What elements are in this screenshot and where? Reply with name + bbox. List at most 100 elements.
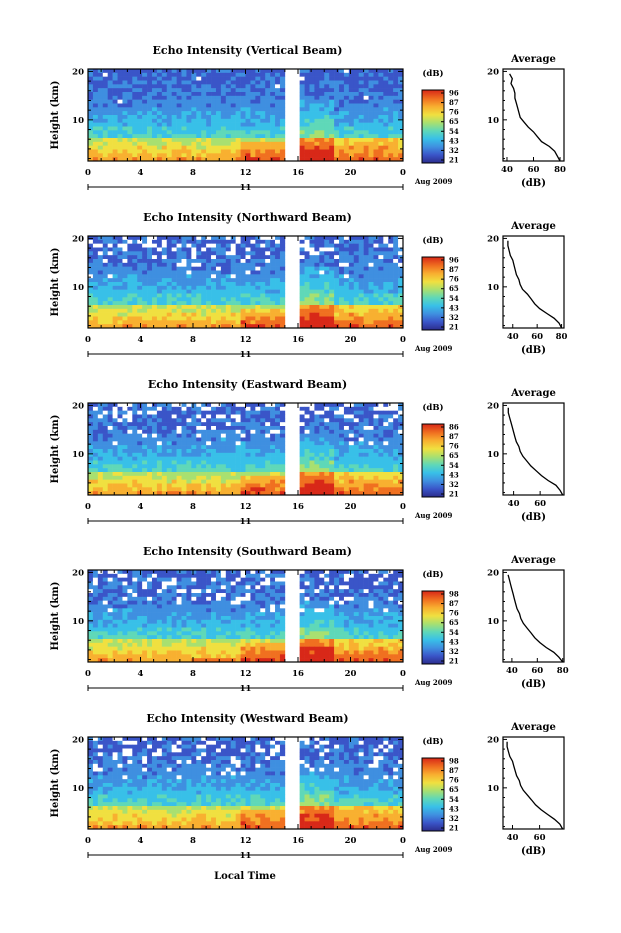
heatmap-cell <box>354 570 359 574</box>
heatmap-cell <box>201 138 206 142</box>
heatmap-cell <box>329 259 334 263</box>
heatmap-cell <box>103 88 108 92</box>
heatmap-cell <box>334 426 339 430</box>
heatmap-cell <box>147 468 152 472</box>
heatmap-cell <box>127 81 132 85</box>
heatmap-cell <box>167 457 172 461</box>
heatmap-cell <box>157 146 162 150</box>
heatmap-cell <box>324 84 329 88</box>
heatmap-cell <box>378 297 383 301</box>
heatmap-cell <box>118 104 123 108</box>
heatmap-cell <box>344 88 349 92</box>
heatmap-cell <box>142 146 147 150</box>
heatmap-cell <box>383 138 388 142</box>
heatmap-cell <box>108 96 113 100</box>
heatmap-cell <box>329 294 334 298</box>
heatmap-cell <box>118 271 123 275</box>
heatmap-cell <box>172 240 177 244</box>
heatmap-cell <box>388 251 393 255</box>
heatmap-cell <box>191 438 196 442</box>
heatmap-cell <box>221 123 226 127</box>
heatmap-cell <box>324 407 329 411</box>
heatmap-cell <box>388 88 393 92</box>
heatmap-cell <box>241 77 246 81</box>
colorbar-tick-label: 65 <box>449 284 459 293</box>
heatmap-cell <box>98 92 103 96</box>
heatmap-cell <box>182 411 187 415</box>
heatmap-cell <box>305 461 310 465</box>
heatmap-cell <box>206 104 211 108</box>
heatmap-cell <box>393 282 398 286</box>
heatmap-cell <box>147 578 152 582</box>
heatmap-cell <box>378 411 383 415</box>
heatmap-cell <box>103 422 108 426</box>
heatmap-cell <box>265 430 270 434</box>
heatmap-cell <box>147 127 152 131</box>
heatmap-cell <box>157 84 162 88</box>
heatmap-cell <box>113 92 118 96</box>
heatmap-cell <box>221 487 226 491</box>
heatmap-cell <box>300 317 305 321</box>
heatmap-cell <box>250 464 255 468</box>
heatmap-cell <box>88 251 93 255</box>
heatmap-cell <box>216 422 221 426</box>
heatmap-cell <box>250 582 255 586</box>
heatmap-cell <box>132 244 137 248</box>
heatmap-cell <box>108 309 113 313</box>
heatmap-cell <box>260 92 265 96</box>
heatmap-cell <box>344 138 349 142</box>
heatmap-cell <box>201 487 206 491</box>
heatmap-cell <box>314 484 319 488</box>
heatmap-cell <box>177 286 182 290</box>
heatmap-cell <box>250 313 255 317</box>
heatmap-cell <box>211 487 216 491</box>
heatmap-cell <box>162 422 167 426</box>
heatmap-cell <box>329 574 334 578</box>
heatmap-cell <box>265 153 270 157</box>
heatmap-cell <box>88 271 93 275</box>
heatmap-cell <box>122 426 127 430</box>
heatmap-cell <box>369 73 374 77</box>
heatmap-cell <box>270 263 275 267</box>
heatmap-cell <box>167 317 172 321</box>
heatmap-cell <box>383 449 388 453</box>
heatmap-cell <box>162 411 167 415</box>
heatmap-cell <box>314 134 319 138</box>
heatmap-cell <box>221 146 226 150</box>
heatmap-cell <box>324 255 329 259</box>
heatmap-cell <box>186 468 191 472</box>
heatmap-cell <box>196 468 201 472</box>
heatmap-cell <box>132 453 137 457</box>
heatmap-cell <box>186 130 191 134</box>
heatmap-cell <box>167 251 172 255</box>
heatmap-cell <box>186 236 191 240</box>
heatmap-cell <box>177 92 182 96</box>
heatmap-cell <box>162 317 167 321</box>
heatmap-cell <box>378 142 383 146</box>
heatmap-cell <box>359 294 364 298</box>
heatmap-cell <box>211 464 216 468</box>
heatmap-cell <box>216 468 221 472</box>
heatmap-cell <box>132 578 137 582</box>
heatmap-cell <box>369 138 374 142</box>
heatmap-cell <box>314 403 319 407</box>
heatmap-cell <box>265 236 270 240</box>
heatmap-cell <box>383 438 388 442</box>
heatmap-cell <box>191 286 196 290</box>
heatmap-cell <box>265 142 270 146</box>
heatmap-cell <box>186 407 191 411</box>
heatmap-cell <box>309 434 314 438</box>
heatmap-cell <box>216 240 221 244</box>
heatmap-cell <box>157 418 162 422</box>
heatmap-cell <box>108 487 113 491</box>
heatmap-cell <box>132 286 137 290</box>
heatmap-cell <box>108 301 113 305</box>
heatmap-cell <box>177 100 182 104</box>
heatmap-cell <box>369 441 374 445</box>
heatmap-cell <box>98 274 103 278</box>
heatmap-cell <box>186 153 191 157</box>
heatmap-cell <box>344 422 349 426</box>
heatmap-cell <box>211 84 216 88</box>
heatmap-cell <box>280 418 285 422</box>
heatmap-cell <box>152 430 157 434</box>
